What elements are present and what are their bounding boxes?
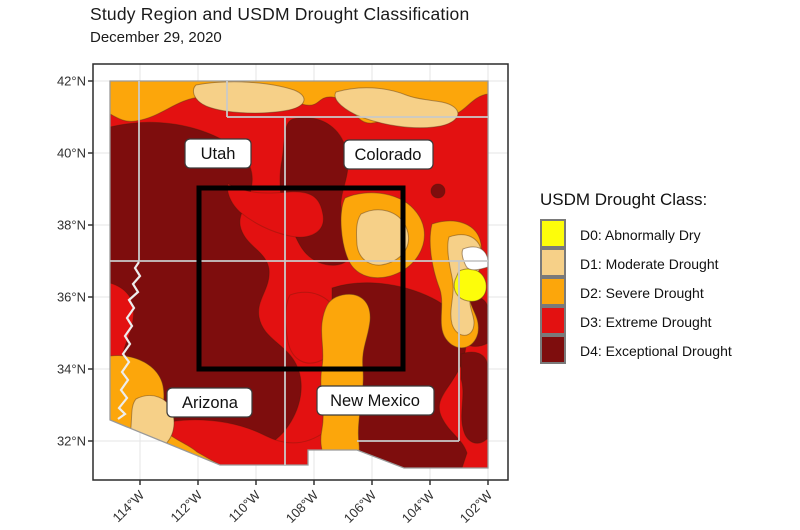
state-label-arizona-text: Arizona <box>182 394 239 412</box>
x-tick-label: 106°W <box>341 487 380 526</box>
state-label-utah: Utah <box>184 138 252 169</box>
y-tick-label: 32°N <box>57 434 86 449</box>
state-label-utah-text: Utah <box>201 145 236 163</box>
state-label-new-mexico-text: New Mexico <box>330 392 420 410</box>
study-region-box <box>196 185 406 372</box>
state-label-new-mexico: New Mexico <box>316 385 435 416</box>
x-tick-label: 110°W <box>226 487 264 525</box>
d1-swatch <box>540 248 566 277</box>
x-axis-labels: 114°W 112°W 110°W 108°W 106°W 104°W 102°… <box>110 487 496 526</box>
y-axis-labels: 42°N 40°N 38°N 36°N 34°N 32°N <box>57 74 86 449</box>
y-tick-label: 34°N <box>57 362 86 377</box>
legend-item-d3: D3: Extreme Drought <box>540 306 732 336</box>
legend-item-d2: D2: Severe Drought <box>540 277 732 307</box>
axis-ticks <box>88 80 489 485</box>
state-label-colorado: Colorado <box>343 139 434 170</box>
state-borders <box>110 81 488 465</box>
legend: USDM Drought Class: D0: Abnormally Dry D… <box>540 190 732 365</box>
d0-region <box>453 268 487 302</box>
figure-subtitle: December 29, 2020 <box>90 29 222 46</box>
d3-label: D3: Extreme Drought <box>580 313 712 330</box>
d0-swatch <box>540 219 566 248</box>
no-drought-region <box>461 246 488 271</box>
drought-regions <box>110 81 488 468</box>
d2-label: D2: Severe Drought <box>580 284 704 301</box>
x-tick-label: 102°W <box>457 487 496 526</box>
y-tick-label: 40°N <box>57 146 86 161</box>
legend-item-d4: D4: Exceptional Drought <box>540 335 732 365</box>
map-outline <box>109 80 489 469</box>
x-tick-label: 114°W <box>110 487 148 525</box>
panel-border <box>92 63 509 481</box>
river-border <box>117 261 142 420</box>
x-tick-label: 108°W <box>283 487 322 526</box>
state-label-arizona: Arizona <box>166 387 253 418</box>
y-tick-label: 38°N <box>57 218 86 233</box>
figure-title: Study Region and USDM Drought Classifica… <box>90 4 470 24</box>
x-tick-label: 104°W <box>399 487 438 526</box>
d4-swatch <box>540 335 566 364</box>
legend-title: USDM Drought Class: <box>540 190 708 209</box>
d4-label: D4: Exceptional Drought <box>580 342 732 359</box>
y-tick-label: 42°N <box>57 74 86 89</box>
d1-label: D1: Moderate Drought <box>580 255 719 272</box>
d3-swatch <box>540 306 566 335</box>
legend-item-d1: D1: Moderate Drought <box>540 248 732 278</box>
d2-swatch <box>540 277 566 306</box>
state-label-colorado-text: Colorado <box>355 146 422 164</box>
legend-item-d0: D0: Abnormally Dry <box>540 219 732 249</box>
drought-map: Utah Colorado Arizona New Mexico 42°N <box>57 63 509 526</box>
x-tick-label: 112°W <box>168 487 206 525</box>
d0-label: D0: Abnormally Dry <box>580 226 701 243</box>
y-tick-label: 36°N <box>57 290 86 305</box>
